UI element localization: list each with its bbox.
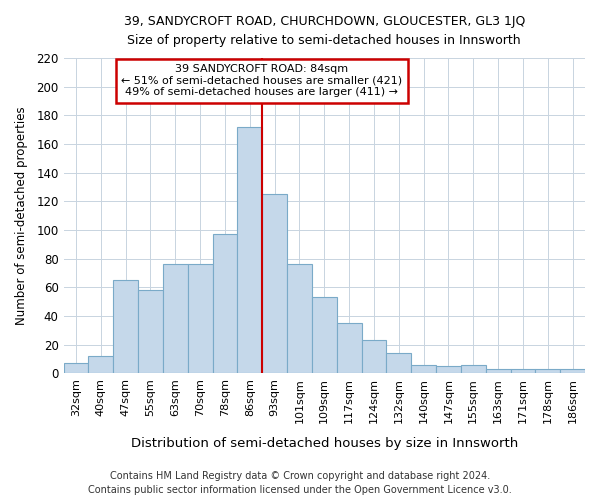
Bar	[64, 363, 88, 373]
Bar	[88, 356, 113, 373]
Bar	[337, 323, 362, 373]
Bar	[287, 264, 312, 373]
Bar	[262, 194, 287, 373]
Bar	[535, 369, 560, 373]
Bar	[461, 364, 485, 373]
Bar	[386, 353, 411, 373]
Bar	[362, 340, 386, 373]
Bar	[138, 290, 163, 373]
Bar	[238, 126, 262, 373]
Bar	[511, 369, 535, 373]
Text: Contains HM Land Registry data © Crown copyright and database right 2024.
Contai: Contains HM Land Registry data © Crown c…	[88, 471, 512, 495]
X-axis label: Distribution of semi-detached houses by size in Innsworth: Distribution of semi-detached houses by …	[131, 437, 518, 450]
Y-axis label: Number of semi-detached properties: Number of semi-detached properties	[15, 106, 28, 325]
Bar	[560, 369, 585, 373]
Bar	[113, 280, 138, 373]
Bar	[411, 364, 436, 373]
Bar	[212, 234, 238, 373]
Bar	[436, 366, 461, 373]
Bar	[485, 369, 511, 373]
Text: 39 SANDYCROFT ROAD: 84sqm
← 51% of semi-detached houses are smaller (421)
49% of: 39 SANDYCROFT ROAD: 84sqm ← 51% of semi-…	[121, 64, 402, 98]
Bar	[188, 264, 212, 373]
Bar	[312, 298, 337, 373]
Title: 39, SANDYCROFT ROAD, CHURCHDOWN, GLOUCESTER, GL3 1JQ
Size of property relative t: 39, SANDYCROFT ROAD, CHURCHDOWN, GLOUCES…	[124, 15, 525, 47]
Bar	[163, 264, 188, 373]
